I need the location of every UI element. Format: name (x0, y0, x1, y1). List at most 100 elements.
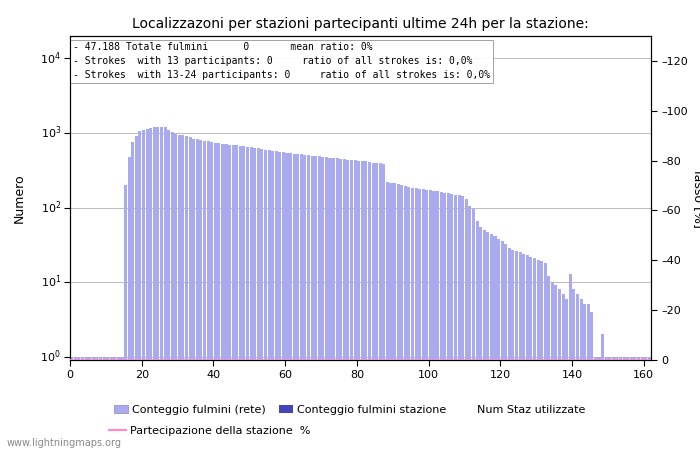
Bar (203, 141, 206, 450)
Bar (500, 242, 504, 450)
Bar (468, 206, 471, 450)
Bar (443, 193, 447, 450)
Bar (174, 134, 177, 450)
Bar (397, 184, 400, 450)
Bar (239, 146, 242, 450)
Bar (544, 263, 547, 450)
Bar (472, 209, 475, 450)
Bar (580, 299, 582, 450)
Bar (421, 189, 425, 450)
Bar (565, 299, 568, 450)
Bar (70, 356, 74, 450)
Bar (569, 274, 572, 450)
Bar (612, 356, 615, 450)
Bar (267, 150, 271, 450)
Bar (346, 160, 349, 450)
Bar (139, 131, 141, 450)
Bar (210, 142, 214, 450)
Bar (199, 140, 202, 450)
Bar (156, 126, 160, 450)
Text: $10^{1}$: $10^{1}$ (41, 274, 61, 290)
Bar (135, 136, 138, 450)
Bar (307, 155, 310, 450)
Bar (659, 334, 661, 450)
Bar (127, 157, 131, 450)
Bar (519, 252, 522, 450)
Bar (343, 159, 346, 450)
Bar (558, 289, 561, 450)
Bar (622, 356, 626, 450)
Bar (526, 255, 528, 450)
Bar (486, 232, 489, 450)
Bar (214, 143, 217, 450)
Bar (221, 144, 224, 450)
Bar (454, 194, 457, 450)
Bar (106, 356, 109, 450)
Bar (311, 156, 314, 450)
Bar (576, 293, 579, 450)
Bar (350, 160, 353, 450)
Bar (171, 132, 174, 450)
Bar (274, 152, 278, 450)
Bar (289, 153, 292, 450)
Bar (540, 261, 543, 450)
Bar (375, 163, 378, 450)
Bar (164, 127, 167, 450)
Bar (357, 161, 360, 450)
Bar (429, 190, 432, 450)
Bar (508, 248, 511, 450)
Bar (78, 356, 80, 450)
Bar (120, 356, 123, 450)
Bar (293, 153, 295, 450)
Bar (225, 144, 228, 450)
Bar (630, 356, 633, 450)
Bar (250, 148, 253, 450)
Bar (655, 356, 658, 450)
Bar (386, 182, 389, 450)
Bar (458, 195, 461, 450)
Bar (536, 260, 540, 450)
Bar (303, 155, 307, 450)
Bar (605, 356, 608, 450)
Bar (217, 143, 220, 450)
Bar (92, 356, 94, 450)
Bar (279, 152, 281, 450)
Bar (296, 154, 300, 450)
Text: $10^{4}$: $10^{4}$ (40, 50, 61, 67)
Bar (594, 356, 597, 450)
Bar (85, 356, 88, 450)
Bar (382, 164, 385, 450)
Text: $10^{0}$: $10^{0}$ (41, 348, 61, 365)
Bar (232, 145, 235, 450)
Bar (640, 356, 643, 450)
Text: www.lightningmaps.org: www.lightningmaps.org (7, 438, 122, 448)
Bar (340, 159, 342, 450)
Y-axis label: Numero: Numero (13, 173, 26, 223)
Bar (246, 147, 249, 450)
Bar (360, 161, 364, 450)
Bar (644, 356, 647, 450)
Bar (131, 142, 134, 450)
Bar (379, 163, 382, 450)
Bar (389, 183, 393, 450)
Bar (99, 356, 102, 450)
Bar (81, 356, 84, 450)
Bar (551, 282, 554, 450)
Bar (461, 196, 464, 450)
Bar (497, 239, 500, 450)
Bar (615, 356, 619, 450)
Bar (418, 189, 421, 450)
Bar (590, 312, 594, 450)
Bar (113, 356, 116, 450)
Bar (465, 199, 468, 450)
Bar (440, 192, 442, 450)
Bar (253, 148, 256, 450)
Bar (242, 146, 246, 450)
Bar (257, 148, 260, 450)
Bar (608, 356, 611, 450)
Bar (637, 356, 640, 450)
Bar (181, 135, 185, 450)
Bar (393, 184, 396, 450)
Bar (414, 188, 418, 450)
Bar (504, 244, 508, 450)
